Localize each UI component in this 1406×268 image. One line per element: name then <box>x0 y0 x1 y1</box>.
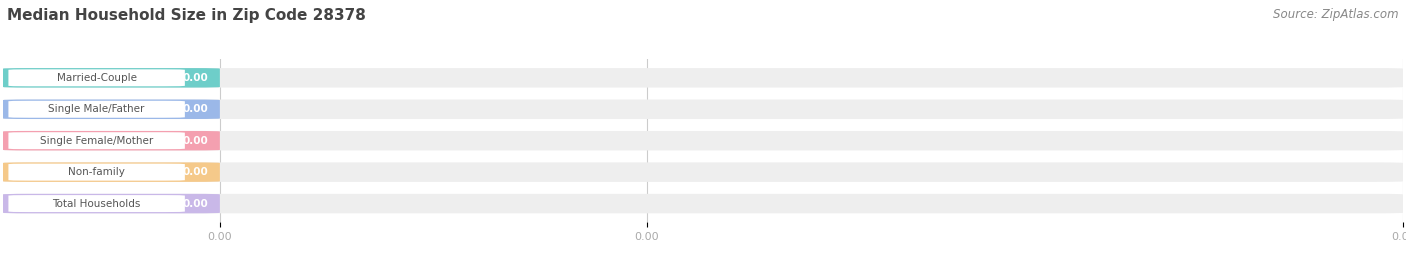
FancyBboxPatch shape <box>3 99 219 119</box>
Text: Married-Couple: Married-Couple <box>56 73 136 83</box>
Text: Source: ZipAtlas.com: Source: ZipAtlas.com <box>1274 8 1399 21</box>
FancyBboxPatch shape <box>3 194 1403 213</box>
Text: Median Household Size in Zip Code 28378: Median Household Size in Zip Code 28378 <box>7 8 366 23</box>
Text: Total Households: Total Households <box>52 199 141 209</box>
FancyBboxPatch shape <box>3 131 219 150</box>
FancyBboxPatch shape <box>8 101 184 118</box>
FancyBboxPatch shape <box>8 69 184 86</box>
FancyBboxPatch shape <box>3 131 1403 150</box>
FancyBboxPatch shape <box>3 68 1403 88</box>
FancyBboxPatch shape <box>8 195 184 212</box>
Text: 0.00: 0.00 <box>183 136 208 146</box>
FancyBboxPatch shape <box>3 162 1403 182</box>
Text: Single Female/Mother: Single Female/Mother <box>39 136 153 146</box>
FancyBboxPatch shape <box>3 99 1403 119</box>
FancyBboxPatch shape <box>8 164 184 181</box>
Text: 0.00: 0.00 <box>183 167 208 177</box>
FancyBboxPatch shape <box>8 132 184 149</box>
Text: Single Male/Father: Single Male/Father <box>48 104 145 114</box>
Text: 0.00: 0.00 <box>183 73 208 83</box>
FancyBboxPatch shape <box>3 194 219 213</box>
FancyBboxPatch shape <box>3 68 219 88</box>
Text: 0.00: 0.00 <box>183 104 208 114</box>
FancyBboxPatch shape <box>3 162 219 182</box>
Text: 0.00: 0.00 <box>183 199 208 209</box>
Text: Non-family: Non-family <box>69 167 125 177</box>
